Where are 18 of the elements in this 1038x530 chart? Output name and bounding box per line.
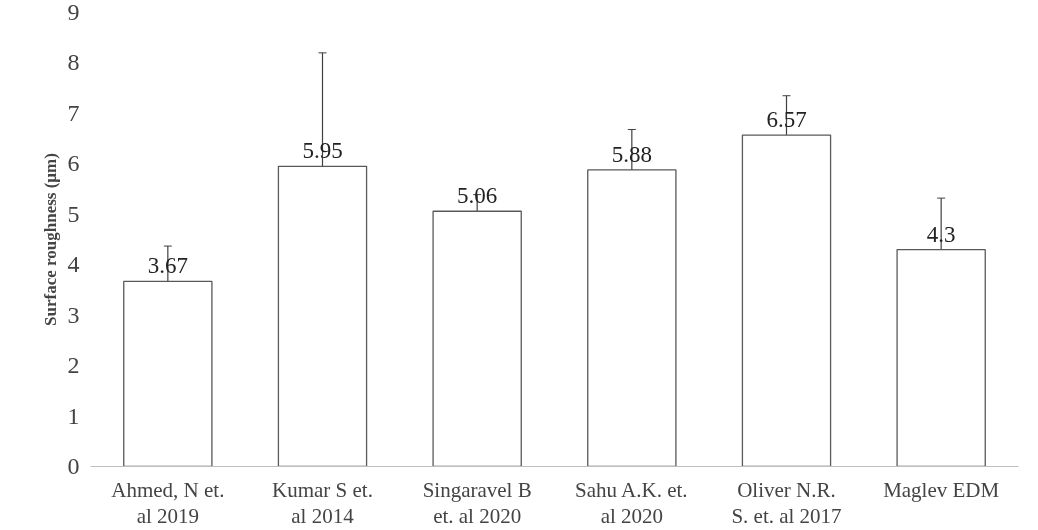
x-tick-label: Singaravel B et. al 2020	[422, 477, 532, 528]
y-tick-label: 1	[67, 402, 80, 429]
y-tick-label: 5	[67, 200, 80, 227]
x-tick-label: Ahmed, N et. al 2019	[111, 477, 225, 528]
x-tick-label: Oliver N.R. S. et. al 2017	[731, 477, 842, 528]
x-tick-label: Sahu A.K. et. al 2020	[574, 477, 688, 528]
y-tick-label: 3	[67, 301, 80, 328]
y-tick-label: 4	[67, 251, 80, 278]
y-tick-label: 9	[67, 0, 80, 25]
data-label: 5.06	[457, 183, 498, 209]
y-tick-label: 6	[67, 150, 80, 177]
y-tick-label: 2	[67, 352, 80, 379]
y-tick-label: 8	[67, 49, 80, 76]
x-tick-label: Kumar S et. al 2014	[272, 477, 373, 528]
x-tick-label: Maglev EDM	[883, 477, 1000, 502]
y-axis-title: Surface roughness (µm)	[40, 153, 60, 326]
y-tick-label: 7	[67, 99, 80, 126]
y-tick-label: 0	[67, 453, 80, 479]
